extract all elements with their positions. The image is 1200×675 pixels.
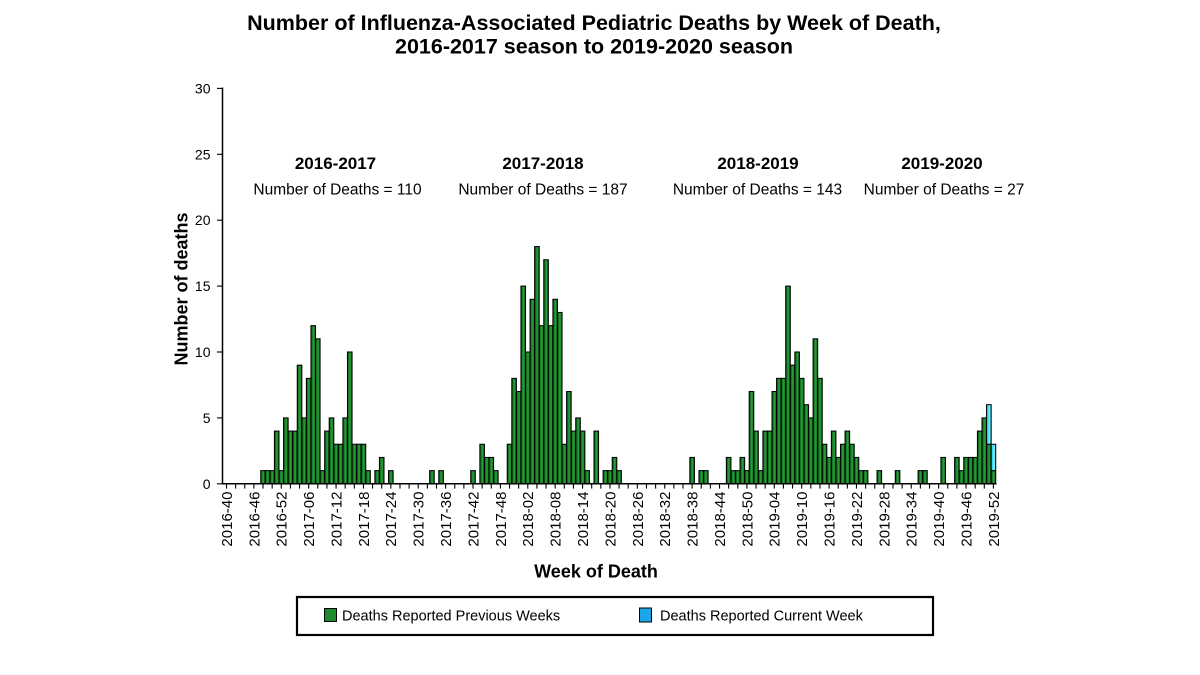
svg-text:2018-14: 2018-14 <box>575 492 592 547</box>
svg-text:15: 15 <box>195 278 211 294</box>
svg-text:2016-52: 2016-52 <box>274 492 291 547</box>
svg-text:2017-06: 2017-06 <box>301 492 318 547</box>
svg-text:2018-20: 2018-20 <box>602 492 619 547</box>
svg-text:2019-46: 2019-46 <box>958 492 975 547</box>
svg-text:2018-26: 2018-26 <box>630 492 647 547</box>
svg-text:2017-48: 2017-48 <box>493 492 510 547</box>
svg-text:2018-2019: 2018-2019 <box>717 154 798 173</box>
svg-text:25: 25 <box>195 146 211 162</box>
svg-text:2017-42: 2017-42 <box>465 492 482 547</box>
svg-text:Deaths Reported Previous Weeks: Deaths Reported Previous Weeks <box>342 609 560 625</box>
svg-text:20: 20 <box>195 212 211 228</box>
svg-text:Number of Deaths = 27: Number of Deaths = 27 <box>864 182 1025 199</box>
svg-text:2017-18: 2017-18 <box>356 492 373 547</box>
svg-text:Number of Deaths = 143: Number of Deaths = 143 <box>673 182 842 199</box>
svg-text:Number of deaths: Number of deaths <box>172 212 192 365</box>
svg-text:2018-02: 2018-02 <box>520 492 537 547</box>
svg-text:10: 10 <box>195 344 211 360</box>
svg-text:2017-30: 2017-30 <box>411 492 428 547</box>
svg-text:2019-34: 2019-34 <box>904 492 921 547</box>
svg-text:2017-12: 2017-12 <box>328 492 345 547</box>
svg-text:2017-2018: 2017-2018 <box>502 154 583 173</box>
svg-text:2019-04: 2019-04 <box>767 492 784 547</box>
svg-text:2019-16: 2019-16 <box>821 492 838 547</box>
svg-text:Number of Deaths = 110: Number of Deaths = 110 <box>253 182 422 199</box>
svg-text:2018-32: 2018-32 <box>657 492 674 547</box>
svg-text:2018-08: 2018-08 <box>548 492 565 547</box>
svg-text:2019-2020: 2019-2020 <box>901 154 982 173</box>
svg-text:Number of Deaths = 187: Number of Deaths = 187 <box>458 182 627 199</box>
svg-text:2017-24: 2017-24 <box>383 492 400 547</box>
svg-text:2018-44: 2018-44 <box>712 492 729 547</box>
svg-text:2016-2017: 2016-2017 <box>295 154 376 173</box>
svg-text:5: 5 <box>203 410 211 426</box>
svg-text:2019-52: 2019-52 <box>986 492 1003 547</box>
svg-text:2018-38: 2018-38 <box>685 492 702 547</box>
svg-text:2016-2017 season to 2019-2020: 2016-2017 season to 2019-2020 season <box>395 34 793 58</box>
svg-text:Deaths Reported Current Week: Deaths Reported Current Week <box>660 609 864 625</box>
svg-text:2019-22: 2019-22 <box>849 492 866 547</box>
svg-text:2019-10: 2019-10 <box>794 492 811 547</box>
svg-text:30: 30 <box>195 80 211 96</box>
svg-text:2016-46: 2016-46 <box>246 492 263 547</box>
svg-text:0: 0 <box>203 476 211 492</box>
svg-text:Week of Death: Week of Death <box>534 562 658 582</box>
svg-text:2019-28: 2019-28 <box>876 492 893 547</box>
svg-text:Number of Influenza-Associated: Number of Influenza-Associated Pediatric… <box>247 11 941 35</box>
svg-text:2017-36: 2017-36 <box>438 492 455 547</box>
svg-text:2018-50: 2018-50 <box>739 492 756 547</box>
svg-text:2019-40: 2019-40 <box>931 492 948 547</box>
svg-text:2016-40: 2016-40 <box>219 492 236 547</box>
